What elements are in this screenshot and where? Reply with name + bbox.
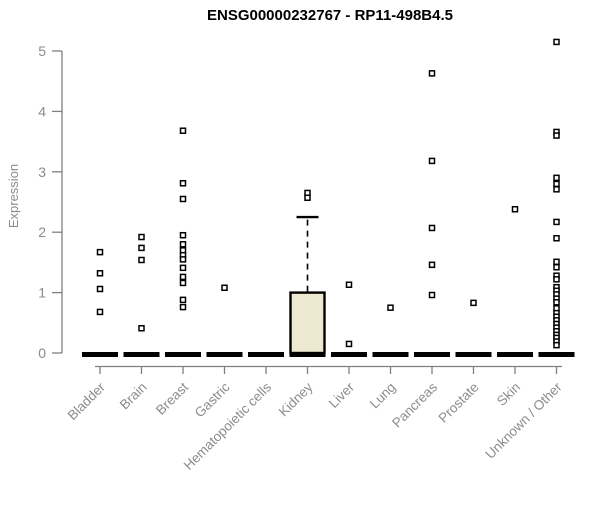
outlier-point — [428, 157, 436, 165]
outlier-point — [553, 341, 560, 349]
median-bar — [331, 352, 367, 357]
median-bar — [414, 352, 450, 357]
outlier-point — [96, 248, 104, 256]
y-tick-label: 4 — [38, 103, 46, 119]
outlier-point — [553, 180, 560, 188]
outlier-point — [179, 264, 187, 272]
median-bar — [248, 352, 284, 357]
chart-title: ENSG00000232767 - RP11-498B4.5 — [206, 7, 453, 24]
outlier-point — [96, 308, 104, 316]
median-bar — [123, 352, 160, 357]
outlier-point — [553, 276, 560, 283]
outlier-point — [96, 285, 104, 293]
outlier-point — [179, 296, 187, 304]
outlier-point — [428, 70, 436, 77]
outlier-point — [138, 244, 145, 252]
outlier-point — [221, 284, 228, 292]
y-tick-label: 1 — [38, 285, 46, 301]
x-tick-label: Unknown / Other — [482, 379, 565, 462]
x-tick-label: Prostate — [435, 380, 481, 426]
outlier-point — [553, 132, 560, 139]
y-tick-label: 0 — [38, 345, 46, 361]
outlier-point — [553, 234, 560, 242]
x-tick-label: Lung — [367, 380, 399, 412]
median-bar — [206, 352, 243, 357]
x-tick-label: Pancreas — [389, 379, 440, 430]
outlier-point — [179, 195, 187, 203]
median-bar — [372, 352, 409, 357]
y-tick-label: 5 — [38, 43, 46, 59]
outlier-point — [345, 340, 353, 348]
median-bar — [289, 352, 326, 357]
outlier-point — [553, 38, 560, 46]
median-bar — [165, 352, 201, 357]
outlier-point — [179, 273, 187, 281]
median-bar — [455, 352, 492, 357]
outlier-point — [179, 256, 187, 263]
outlier-point — [138, 256, 145, 264]
x-tick-label: Liver — [326, 379, 358, 411]
x-tick-label: Kidney — [276, 379, 316, 419]
y-axis-label: Expression — [6, 163, 21, 229]
y-tick-label: 2 — [38, 224, 46, 240]
x-tick-label: Brain — [117, 380, 150, 413]
outlier-point — [387, 304, 394, 311]
outlier-point — [553, 263, 560, 271]
box — [289, 291, 326, 355]
median-bar — [497, 352, 533, 357]
outlier-point — [470, 299, 477, 307]
y-tick-label: 3 — [38, 164, 46, 180]
outlier-point — [428, 224, 436, 232]
outlier-point — [179, 279, 187, 287]
x-tick-label: Breast — [153, 379, 191, 417]
outlier-point — [553, 299, 560, 306]
median-bar — [538, 352, 575, 357]
outlier-point — [553, 258, 560, 266]
outlier-point — [179, 231, 187, 239]
outlier-point — [96, 270, 104, 277]
outlier-point — [138, 324, 145, 332]
outlier-point — [304, 194, 311, 202]
outlier-point — [345, 281, 353, 288]
outlier-point — [179, 180, 187, 187]
outlier-point — [553, 186, 560, 193]
outlier-point — [179, 303, 187, 311]
outlier-point — [428, 291, 436, 299]
outlier-point — [179, 127, 187, 134]
outlier-point — [553, 218, 560, 226]
outlier-point — [138, 233, 145, 241]
x-tick-label: Gastric — [192, 379, 233, 420]
outlier-point — [511, 205, 519, 213]
outlier-point — [553, 174, 560, 182]
x-tick-label: Skin — [494, 380, 523, 409]
median-bar — [82, 352, 118, 357]
x-tick-label: Bladder — [65, 379, 109, 423]
outlier-point — [428, 261, 436, 269]
outlier-point — [179, 241, 187, 248]
